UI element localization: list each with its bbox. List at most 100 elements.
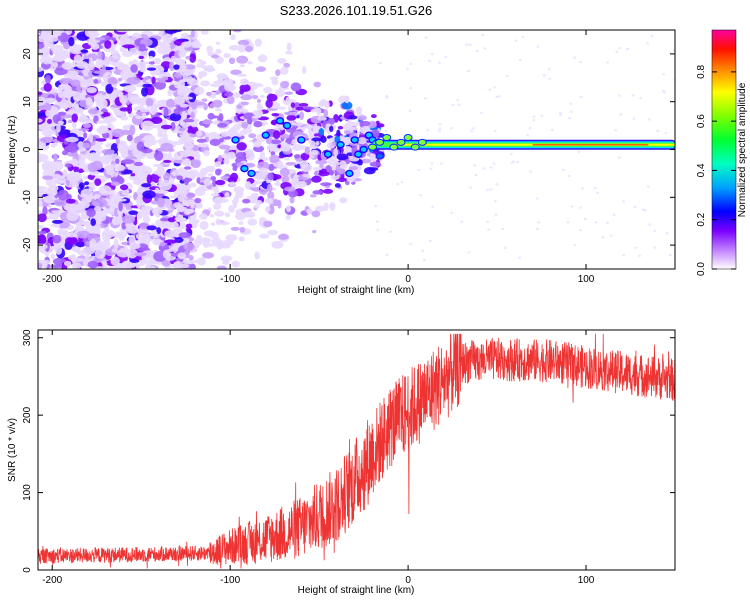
spectrogram-bright-spot <box>231 136 240 144</box>
colorbar-ticks: 0.0 0.2 0.4 0.6 0.8 <box>696 64 736 276</box>
spectrogram-blob <box>212 179 217 187</box>
spectrogram-blob <box>656 129 660 133</box>
spectrogram-blob <box>54 31 62 37</box>
spectrogram-blob <box>181 159 187 165</box>
spectrogram-blob <box>483 47 487 50</box>
spectrogram-blob <box>622 253 626 257</box>
spectrogram-blob <box>196 58 204 63</box>
colorbar-tick-label: 0.6 <box>696 114 707 128</box>
spectrogram-blob <box>116 30 131 33</box>
spectrogram-blob <box>409 242 413 246</box>
spectrogram-blob <box>126 248 138 259</box>
spectrogram-blob <box>349 166 359 171</box>
spectrogram-blob <box>183 242 195 251</box>
spectrogram-blob <box>570 205 574 208</box>
spectrogram-blob <box>150 105 157 116</box>
spectrogram-blob <box>489 166 493 169</box>
spectrogram-blob <box>661 89 665 92</box>
snr-y-ticks: 0 100 200 300 <box>22 329 675 573</box>
spectrogram-blob <box>349 142 360 147</box>
spectrogram-blob <box>615 50 619 53</box>
spectrogram-blob <box>409 86 413 90</box>
spectrogram-blob <box>648 223 652 226</box>
spectrogram-blob <box>408 109 412 113</box>
spectrogram-blob <box>247 218 258 226</box>
spectrogram-blob <box>626 47 630 51</box>
spectrogram-blob <box>41 122 55 127</box>
spectrogram-y-tick-label: 10 <box>22 96 33 108</box>
spectrogram-blob <box>125 222 133 228</box>
spectrogram-blob <box>264 206 271 213</box>
spectrogram-blob <box>271 113 280 117</box>
spectrogram-blob <box>278 233 289 240</box>
spectrogram-blob <box>269 139 282 145</box>
spectrogram-blob <box>126 134 133 142</box>
spectrogram-blob <box>419 193 423 197</box>
spectrogram-blob <box>475 49 479 53</box>
spectrogram-blob <box>488 88 492 91</box>
spectrogram-blob <box>50 223 61 227</box>
spectrogram-blob <box>223 158 230 165</box>
spectrogram-blob <box>316 107 322 116</box>
spectrogram-blob <box>274 123 283 129</box>
spectrogram-blob <box>647 118 651 121</box>
spectrogram-blob <box>286 205 292 213</box>
spectrogram-blob <box>135 115 142 120</box>
spectrogram-blob <box>337 125 344 130</box>
spectrogram-blob <box>113 238 119 250</box>
spectrogram-blob <box>77 201 90 209</box>
spectrogram-blob <box>162 33 173 44</box>
spectrogram-blob <box>300 126 306 132</box>
spectrogram-blob <box>369 161 381 167</box>
spectrogram-blob <box>189 182 197 188</box>
spectrogram-blob <box>116 216 123 221</box>
spectrogram-blob <box>64 163 72 168</box>
spectrogram-blob <box>246 117 253 125</box>
spectrogram-blob <box>228 57 236 65</box>
spectrogram-blob <box>162 159 172 164</box>
spectrogram-blob <box>119 107 131 112</box>
spectrogram-blob <box>357 137 367 145</box>
spectrogram-blob <box>239 226 246 233</box>
spectrogram-blob <box>376 153 383 159</box>
spectrogram-blob <box>215 179 226 186</box>
spectrogram-blob <box>50 143 57 148</box>
spectrogram-blob <box>126 195 133 199</box>
spectrogram-blob <box>230 172 239 182</box>
spectrogram-blob <box>287 189 299 198</box>
spectrogram-blob <box>136 197 142 209</box>
spectrogram-blob <box>227 129 239 135</box>
spectrogram-blob <box>82 123 92 129</box>
spectrogram-blob <box>285 50 293 55</box>
spectrogram-blob <box>38 185 48 191</box>
spectrogram-blob <box>438 127 442 130</box>
spectrogram-blob <box>46 186 57 197</box>
spectrogram-blob <box>207 112 215 120</box>
spectrogram-blob <box>188 169 200 178</box>
spectrogram-blob <box>181 110 187 120</box>
spectrogram-blob <box>313 81 322 88</box>
spectrogram-blob <box>202 239 211 248</box>
spectrogram-blob <box>532 115 536 118</box>
spectrogram-blob <box>277 106 287 110</box>
spectrogram-blob <box>128 112 135 118</box>
spectrogram-blob <box>85 96 93 107</box>
spectrogram-blob <box>43 82 52 92</box>
spectrogram-blob <box>38 42 45 49</box>
spectrogram-blob <box>56 123 61 133</box>
spectrogram-blob <box>226 95 235 105</box>
spectrogram-blob <box>426 128 430 132</box>
spectrogram-blob <box>257 161 270 171</box>
spectrogram-blob <box>183 166 192 170</box>
spectrogram-blob <box>95 99 101 107</box>
spectrogram-blob <box>93 193 101 200</box>
spectrogram-blob <box>405 67 409 71</box>
ridge-wiggle <box>410 143 420 151</box>
spectrogram-blob <box>184 208 195 214</box>
spectrogram-blob <box>429 167 433 171</box>
spectrogram-blob <box>253 120 263 128</box>
spectrogram-blob <box>482 167 486 170</box>
spectrogram-blob <box>200 30 209 35</box>
spectrogram-blob <box>493 129 497 133</box>
